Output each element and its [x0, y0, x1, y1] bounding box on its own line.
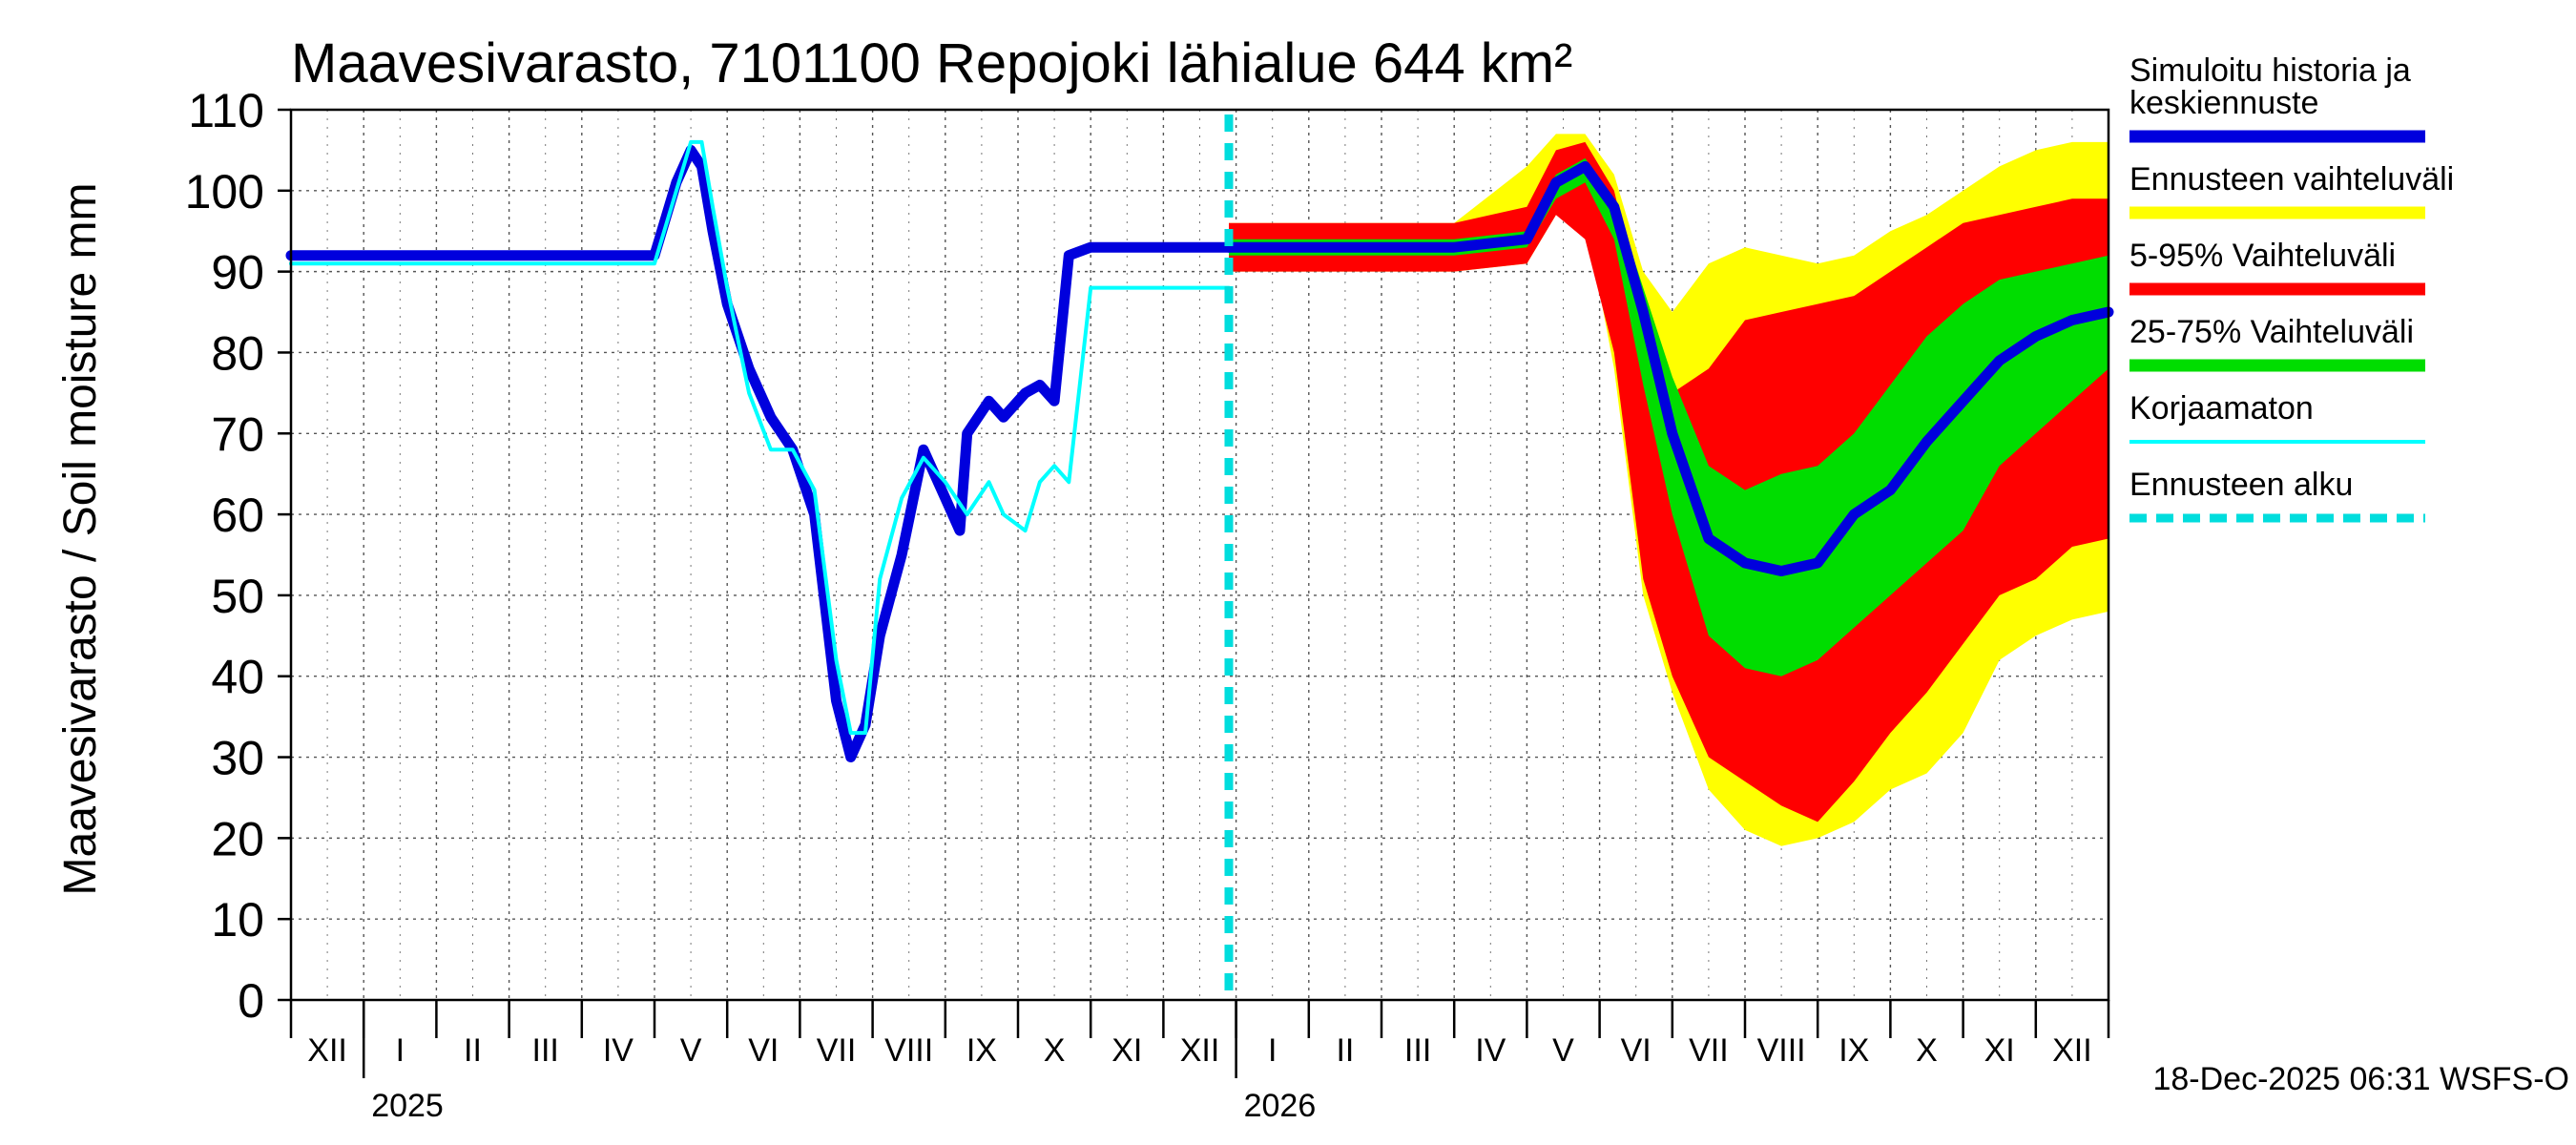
series-simuloitu-historia-ja-keskiennuste [285, 144, 1235, 762]
chart-title: Maavesivarasto, 7101100 Repojoki lähialu… [291, 32, 1572, 94]
month-label: III [532, 1032, 559, 1069]
legend-label: 25-75% Vaihteluväli [2129, 314, 2414, 350]
legend-entry: Korjaamaton [2129, 390, 2425, 444]
y-tick-label: 110 [188, 84, 264, 137]
month-label: IV [1475, 1032, 1506, 1069]
y-tick-label: 70 [211, 407, 264, 461]
legend-label: Ennusteen vaihteluväli [2129, 161, 2454, 198]
month-label: III [1404, 1032, 1431, 1069]
month-label: IX [1839, 1032, 1869, 1069]
legend-label: Simuloitu historia ja [2129, 52, 2411, 89]
legend-entry: 5-95% Vaihteluväli [2129, 238, 2425, 296]
legend-entry: Ennusteen alku [2129, 467, 2425, 523]
month-label: I [396, 1032, 405, 1069]
legend-label: keskiennuste [2129, 85, 2318, 121]
y-tick-label: 40 [211, 651, 264, 704]
month-label: VIII [1757, 1032, 1806, 1069]
y-tick-label: 50 [211, 570, 264, 623]
plot-frame [289, 108, 2110, 1002]
legend-entry: Ennusteen vaihteluväli [2129, 161, 2454, 219]
y-tick-label: 60 [211, 489, 264, 542]
y-tick-label: 20 [211, 812, 264, 865]
month-label: II [464, 1032, 482, 1069]
timestamp: 18-Dec-2025 06:31 WSFS-O [2152, 1061, 2569, 1097]
month-label: VII [817, 1032, 857, 1069]
series-keskiennuste [1223, 160, 2114, 576]
month-label: V [1552, 1032, 1574, 1069]
month-label: XII [2052, 1032, 2092, 1069]
y-axis-label: Maavesivarasto / Soil moisture mm [55, 183, 106, 896]
month-label: X [1916, 1032, 1938, 1069]
legend-entry: 25-75% Vaihteluväli [2129, 314, 2425, 372]
year-label: 2026 [1244, 1088, 1317, 1124]
y-tick-label: 100 [185, 165, 264, 219]
year-label: 2025 [371, 1088, 444, 1124]
y-tick-label: 10 [211, 893, 264, 947]
month-label: VI [1621, 1032, 1652, 1069]
month-label: IX [966, 1032, 997, 1069]
y-tick-label: 90 [211, 246, 264, 300]
month-label: V [680, 1032, 702, 1069]
legend-label: Ennusteen alku [2129, 467, 2353, 503]
legend-label: 5-95% Vaihteluväli [2129, 238, 2396, 274]
legend-label: Korjaamaton [2129, 390, 2314, 427]
y-tick-label: 80 [211, 326, 264, 380]
series-korjaamaton [289, 139, 1231, 736]
month-label: VI [748, 1032, 779, 1069]
month-label: XI [1111, 1032, 1142, 1069]
y-tick-label: 30 [211, 732, 264, 785]
month-label: I [1268, 1032, 1277, 1069]
month-label: VII [1689, 1032, 1729, 1069]
month-label: IV [603, 1032, 634, 1069]
month-label: VIII [884, 1032, 933, 1069]
month-label: II [1336, 1032, 1354, 1069]
y-tick-label: 0 [238, 974, 264, 1028]
month-label: X [1044, 1032, 1066, 1069]
month-label: XII [307, 1032, 347, 1069]
month-label: XII [1180, 1032, 1220, 1069]
month-label: XI [1984, 1032, 2015, 1069]
